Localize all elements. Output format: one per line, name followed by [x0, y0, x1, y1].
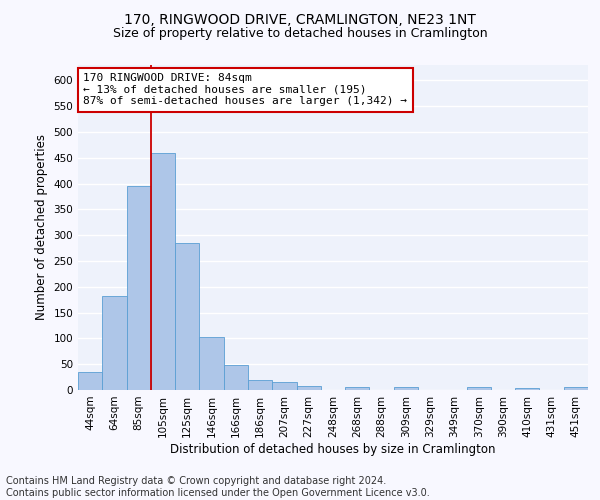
Bar — [296, 386, 321, 390]
Bar — [151, 152, 175, 390]
Bar — [248, 380, 272, 390]
Text: 170, RINGWOOD DRIVE, CRAMLINGTON, NE23 1NT: 170, RINGWOOD DRIVE, CRAMLINGTON, NE23 1… — [124, 12, 476, 26]
Bar — [345, 388, 370, 390]
Bar — [224, 365, 248, 390]
Bar — [515, 388, 539, 390]
Bar — [127, 186, 151, 390]
Bar — [175, 243, 199, 390]
Bar — [199, 337, 224, 390]
X-axis label: Distribution of detached houses by size in Cramlington: Distribution of detached houses by size … — [170, 442, 496, 456]
Bar — [102, 296, 127, 390]
Y-axis label: Number of detached properties: Number of detached properties — [35, 134, 48, 320]
Text: Size of property relative to detached houses in Cramlington: Size of property relative to detached ho… — [113, 28, 487, 40]
Bar — [564, 388, 588, 390]
Bar — [467, 388, 491, 390]
Text: Contains HM Land Registry data © Crown copyright and database right 2024.
Contai: Contains HM Land Registry data © Crown c… — [6, 476, 430, 498]
Bar — [394, 388, 418, 390]
Bar — [78, 372, 102, 390]
Text: 170 RINGWOOD DRIVE: 84sqm
← 13% of detached houses are smaller (195)
87% of semi: 170 RINGWOOD DRIVE: 84sqm ← 13% of detac… — [83, 73, 407, 106]
Bar — [272, 382, 296, 390]
